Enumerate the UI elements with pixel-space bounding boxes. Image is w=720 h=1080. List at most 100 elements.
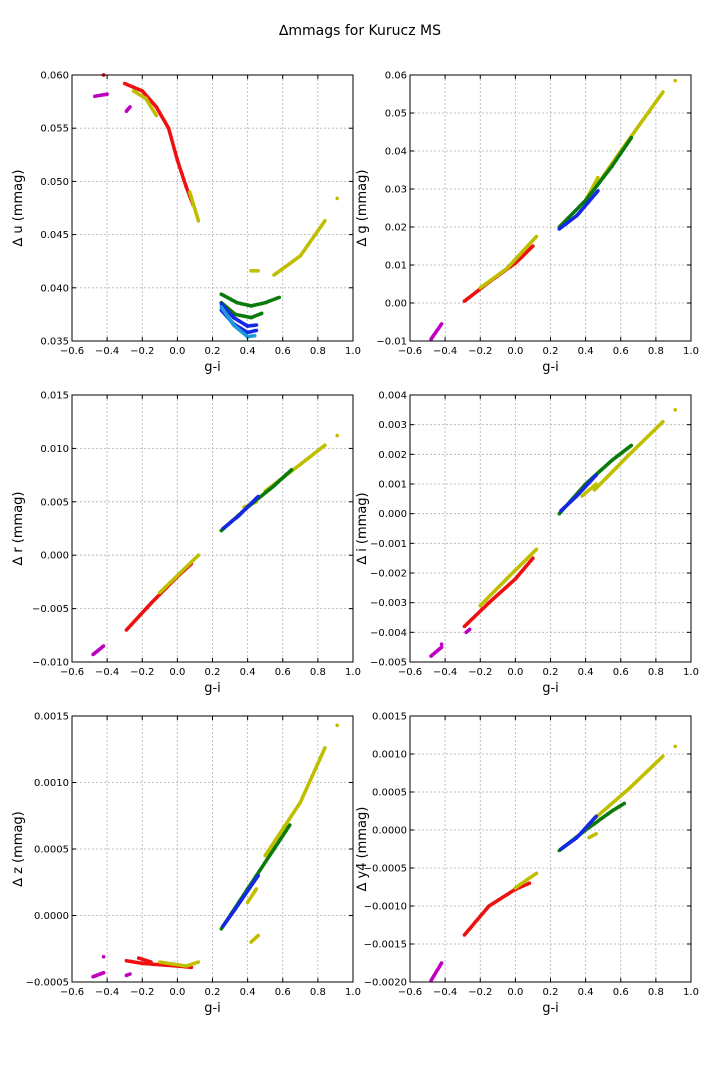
y-tick-label: 0.005 — [40, 497, 69, 508]
data-point — [256, 494, 261, 499]
series-magenta — [429, 961, 444, 983]
y-tick-label: −0.0005 — [26, 978, 69, 989]
data-point — [629, 135, 634, 140]
y-tick-label: 0.00 — [385, 299, 407, 310]
data-point — [254, 323, 259, 327]
series-blue — [221, 873, 261, 928]
series-blue — [559, 473, 598, 513]
data-point — [534, 234, 539, 239]
y-tick-label: 0.050 — [40, 177, 69, 188]
y-axis-label: ∆ i (mmag) — [355, 492, 370, 565]
data-point — [534, 871, 539, 876]
y-tick-label: 0.0015 — [34, 712, 69, 723]
x-tick-label: 0.8 — [648, 346, 664, 357]
data-point — [661, 419, 665, 424]
x-tick-label: −0.6 — [398, 667, 422, 678]
x-tick-label: 1.0 — [345, 667, 361, 678]
x-tick-label: −0.2 — [468, 346, 492, 357]
data-point — [629, 443, 634, 448]
y-tick-label: 0.001 — [378, 480, 407, 491]
data-point — [439, 645, 444, 649]
data-point — [439, 322, 444, 326]
x-tick-label: 0.8 — [310, 667, 326, 678]
x-tick-label: 0.2 — [543, 667, 559, 678]
data-point — [101, 644, 106, 648]
series-magenta — [429, 627, 472, 658]
x-tick-label: 0.8 — [310, 346, 326, 357]
y-tick-label: −0.01 — [376, 337, 407, 348]
x-tick-label: 0.0 — [169, 987, 185, 998]
x-tick-label: −0.4 — [433, 987, 457, 998]
y-tick-label: 0.010 — [40, 444, 69, 455]
x-axis-label: g-i — [542, 681, 559, 696]
series-yellow — [158, 433, 340, 595]
y-tick-label: 0.015 — [40, 391, 69, 402]
series-yellow — [478, 408, 677, 608]
x-tick-label: 0.4 — [578, 987, 594, 998]
series-red — [462, 881, 532, 937]
data-point — [154, 113, 159, 118]
data-point — [439, 961, 444, 965]
data-point — [196, 960, 201, 964]
data-point — [149, 960, 153, 964]
y-tick-label: 0.002 — [378, 450, 407, 461]
x-tick-label: −0.4 — [95, 346, 119, 357]
data-point — [673, 78, 677, 83]
y-tick-label: 0.05 — [385, 109, 407, 120]
data-point — [527, 881, 532, 885]
data-point — [622, 801, 627, 806]
data-point — [323, 219, 327, 223]
x-tick-label: 1.0 — [345, 987, 361, 998]
y-tick-label: 0.055 — [40, 124, 69, 135]
data-point — [534, 547, 539, 552]
series-magenta — [429, 322, 444, 341]
x-tick-label: 0.4 — [578, 346, 594, 357]
series-blue — [557, 189, 600, 231]
y-tick-label: 0.0010 — [34, 778, 69, 789]
series-yellow — [158, 723, 340, 968]
y-tick-label: 0.0010 — [372, 750, 407, 761]
data-point — [594, 832, 598, 836]
y-tick-label: −0.003 — [370, 598, 407, 609]
subplot-2: −0.6 −0.4 −0.2 0.0 0.2 0.4 0.6 0.8 1.0 −0.01 0.00 0… — [355, 71, 699, 376]
x-tick-label: −0.6 — [60, 987, 84, 998]
y-tick-label: 0.040 — [40, 283, 69, 294]
series-yellow — [478, 78, 677, 290]
series-blue — [221, 494, 261, 531]
y-tick-label: 0.0005 — [34, 845, 69, 856]
y-tick-label: 0.0000 — [34, 911, 69, 922]
x-tick-label: 0.6 — [613, 987, 629, 998]
x-tick-label: 0.8 — [648, 667, 664, 678]
data-point — [596, 175, 600, 180]
data-point — [256, 933, 261, 938]
y-axis-label: ∆ g (mmag) — [355, 170, 370, 248]
x-tick-label: −0.4 — [95, 987, 119, 998]
x-tick-label: 0.2 — [543, 987, 559, 998]
x-tick-label: 0.6 — [275, 987, 291, 998]
y-tick-label: 0.0000 — [372, 826, 407, 837]
data-point — [661, 754, 665, 759]
series-magenta — [93, 73, 132, 113]
data-point — [128, 105, 132, 109]
subplot-4: −0.6 −0.4 −0.2 0.0 0.2 0.4 0.6 0.8 1.0 −0.005 −0.0… — [355, 391, 699, 697]
data-point — [288, 823, 292, 827]
data-point — [101, 970, 106, 975]
x-tick-label: 0.0 — [507, 346, 523, 357]
data-point — [128, 972, 132, 976]
subplots-grid: −0.6 −0.4 −0.2 0.0 0.2 0.4 0.6 0.8 1.0 0.035 0.040… — [11, 71, 699, 1017]
x-tick-label: 0.6 — [275, 346, 291, 357]
data-point — [596, 189, 600, 193]
x-tick-label: 0.2 — [205, 667, 221, 678]
data-point — [105, 92, 109, 96]
y-axis-label: ∆ y4 (mmag) — [355, 807, 370, 893]
y-tick-label: 0.035 — [40, 337, 69, 348]
data-point — [277, 295, 282, 300]
x-tick-label: 0.8 — [310, 987, 326, 998]
y-tick-label: −0.001 — [370, 539, 407, 550]
series-yellow — [131, 89, 340, 277]
y-tick-label: 0.000 — [40, 551, 69, 562]
data-point — [101, 954, 106, 959]
series-cyan — [219, 305, 257, 339]
y-tick-label: 0.060 — [40, 71, 69, 82]
